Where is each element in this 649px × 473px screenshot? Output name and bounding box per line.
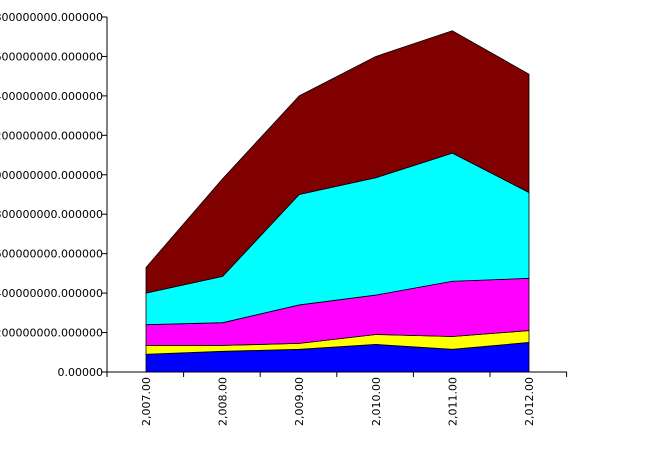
area-series-5 [145,30,530,294]
x-tick-label: 2,012.00 [523,377,536,426]
y-tick-label: 1200000000.000000 [0,129,103,142]
axes-group: 0.00000 200000000.000000 400000000.000000 6… [0,11,568,426]
y-tick-label: 200000000.000000 [0,327,103,340]
y-tick-label: 1000000000.000000 [0,169,103,182]
y-tick-label: 1400000000.000000 [0,90,103,103]
x-tick-label: 2,011.00 [446,377,459,426]
x-tick-label: 2,009.00 [293,377,306,426]
y-tick-label: 1600000000.000000 [0,50,103,63]
y-tick-label: 800000000.000000 [0,208,103,221]
x-tick-label: 2,010.00 [370,377,383,426]
x-tick-label: 2,008.00 [217,377,230,426]
y-tick-label: 400000000.000000 [0,287,103,300]
x-tick-label: 2,007.00 [140,377,153,426]
y-tick-label: 0.00000 [58,366,104,379]
area-series-group [145,30,530,373]
y-tick-label: 600000000.000000 [0,248,103,261]
y-tick-label: 1800000000.000000 [0,11,103,24]
